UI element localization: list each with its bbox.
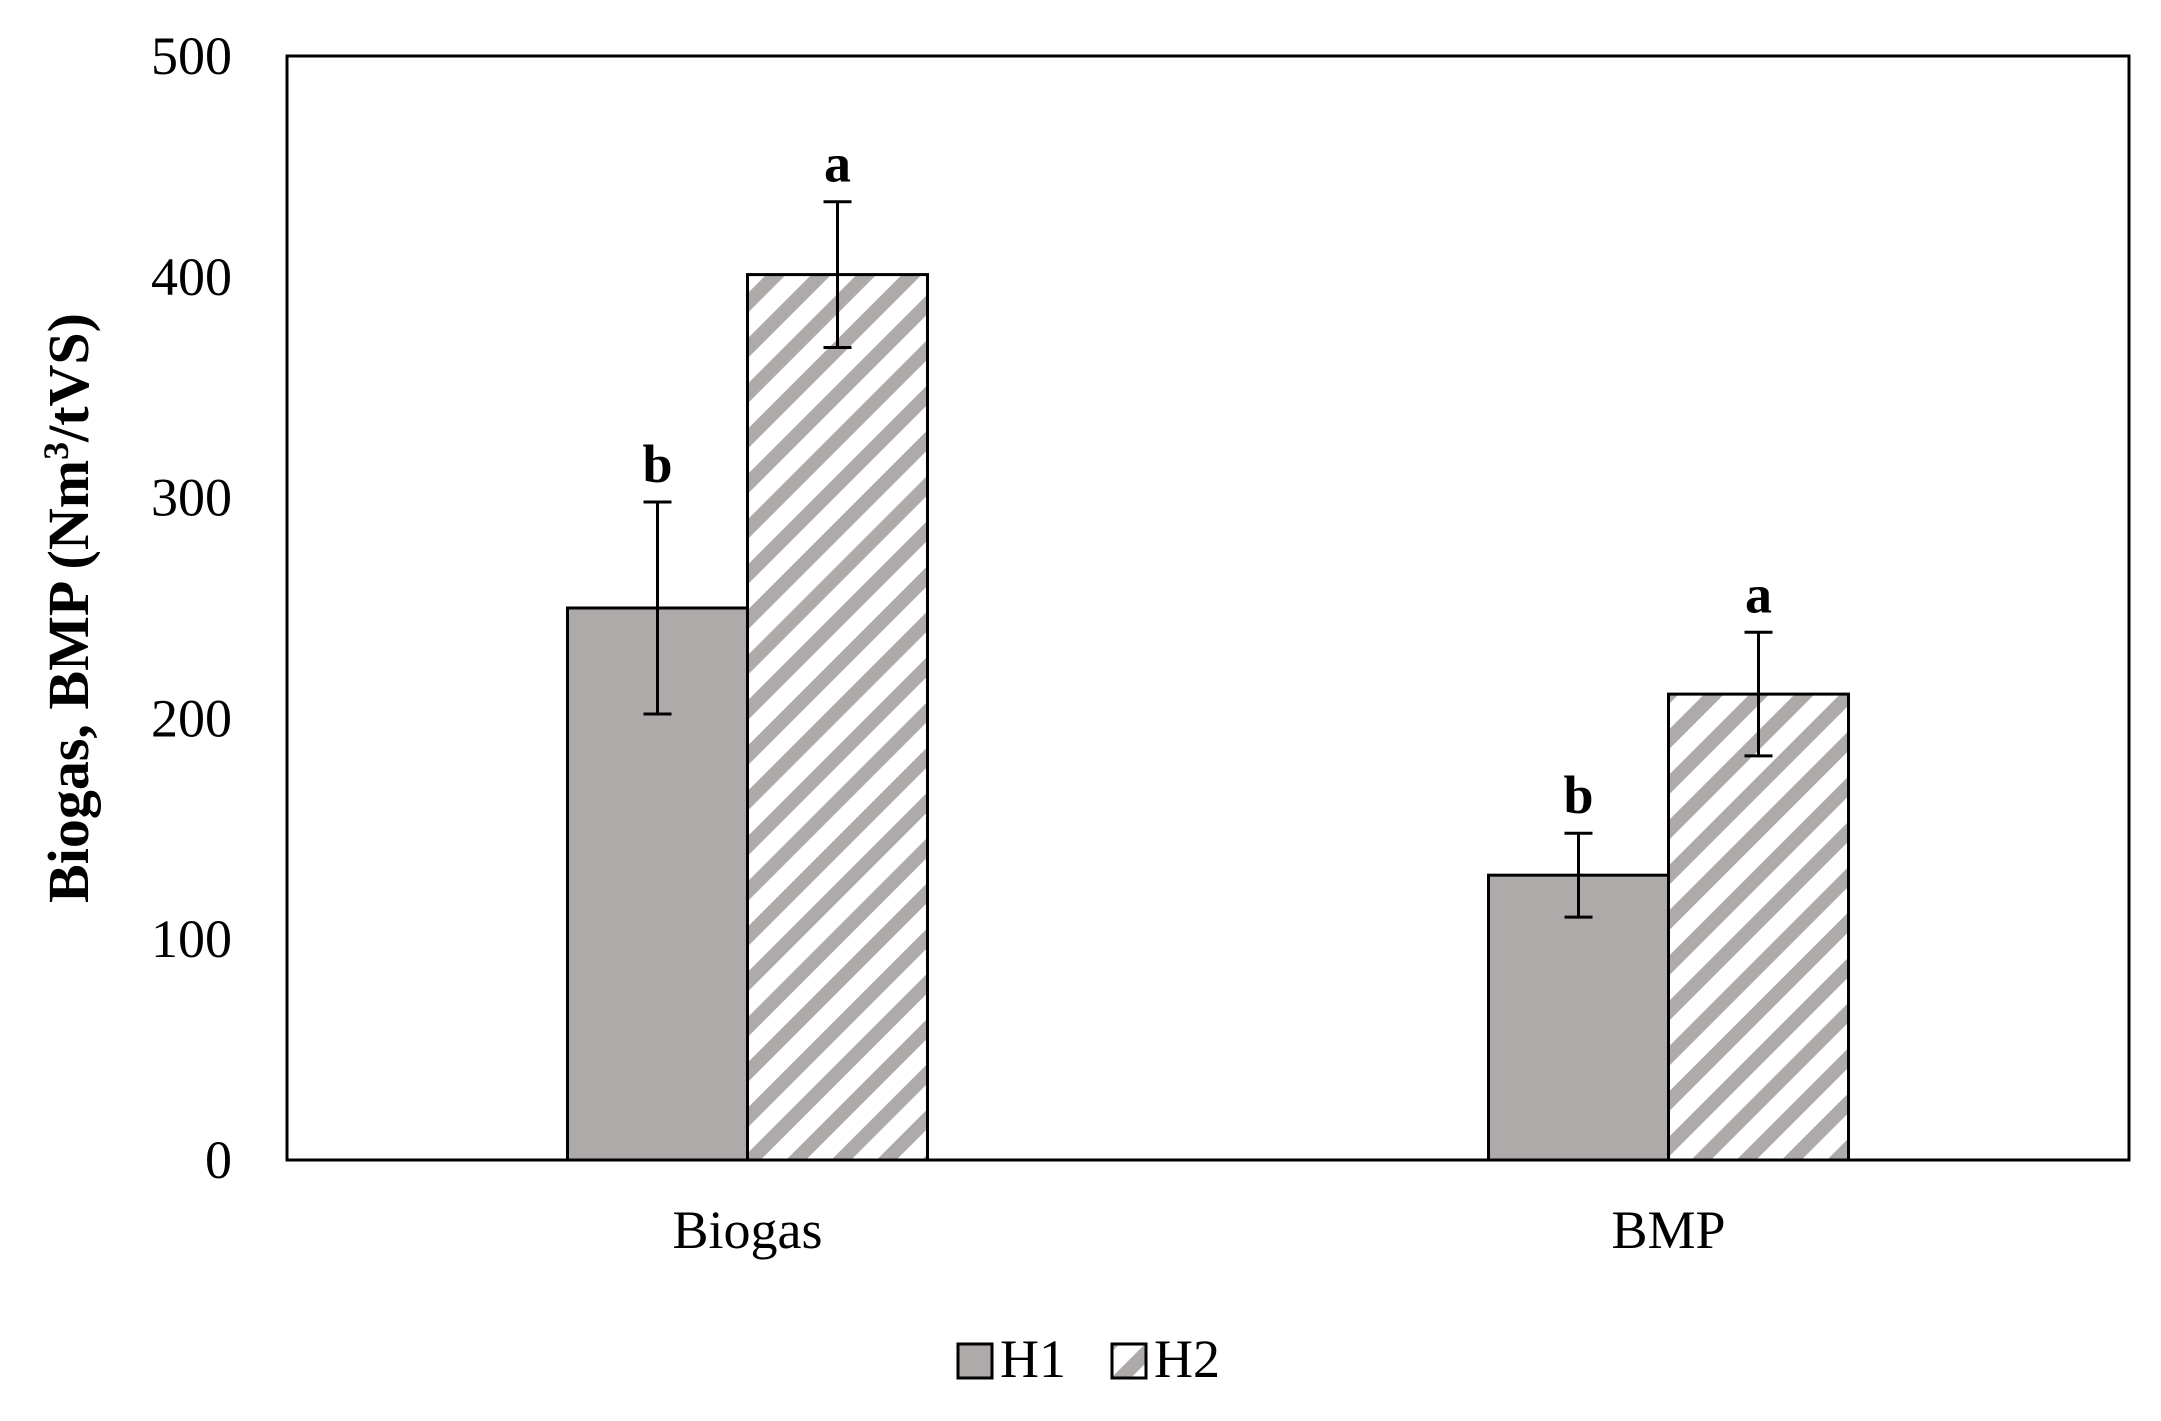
y-axis-label-superscript: 3 <box>36 442 76 460</box>
x-category-label: Biogas <box>672 1200 822 1260</box>
bar-h1-bmp <box>1487 873 1670 1162</box>
y-tick-label: 100 <box>151 909 232 969</box>
legend-swatch-h1 <box>956 1342 994 1380</box>
error-bar <box>823 200 852 349</box>
significance-labels-group: b a b a <box>642 134 1772 825</box>
y-tick-label: 200 <box>151 688 232 748</box>
y-tick-label: 300 <box>151 468 232 528</box>
y-tick-label: 500 <box>151 26 232 86</box>
plot-frame <box>285 54 2131 1162</box>
legend-swatch-h2 <box>1110 1342 1148 1380</box>
error-bar <box>643 500 672 716</box>
significance-label: a <box>1745 564 1772 624</box>
error-bar <box>1564 831 1593 919</box>
x-axis-category-labels: Biogas BMP <box>672 1200 1725 1260</box>
error-bar <box>1744 630 1773 758</box>
x-category-label: BMP <box>1611 1200 1725 1260</box>
legend: H1 H2 <box>956 1329 1220 1389</box>
bars-group <box>566 273 1850 1162</box>
error-bars-group <box>643 200 1773 919</box>
y-axis-label: Biogas, BMP (Nm3/tVS) <box>36 313 101 903</box>
y-axis-ticks: 0 100 200 300 400 500 <box>151 26 232 1190</box>
legend-label-h1: H1 <box>1000 1329 1066 1389</box>
significance-label: a <box>824 134 851 194</box>
significance-label: b <box>1563 765 1593 825</box>
significance-label: b <box>642 434 672 494</box>
legend-label-h2: H2 <box>1154 1329 1220 1389</box>
y-tick-label: 400 <box>151 247 232 307</box>
bar-h2-biogas <box>746 273 929 1162</box>
bar-h2-bmp <box>1667 692 1850 1162</box>
y-tick-label: 0 <box>205 1130 232 1190</box>
